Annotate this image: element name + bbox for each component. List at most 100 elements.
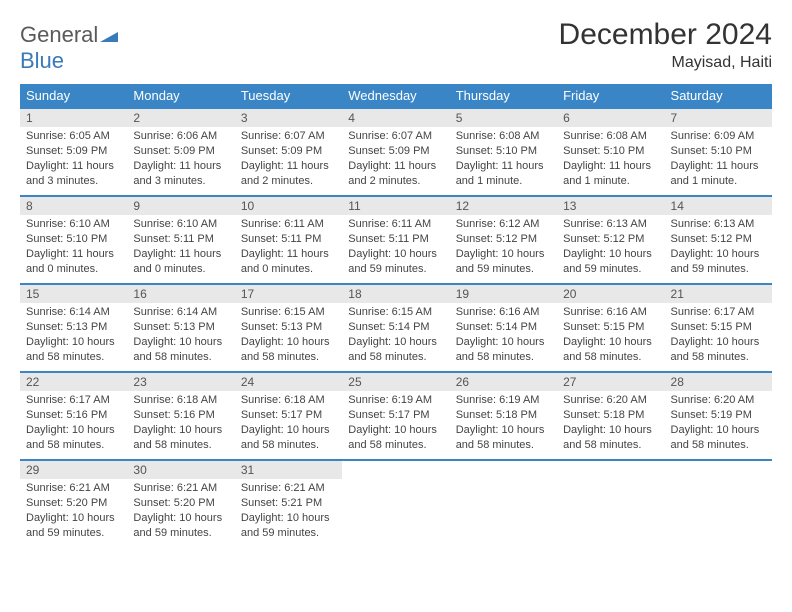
calendar-day-cell: 16Sunrise: 6:14 AMSunset: 5:13 PMDayligh… — [127, 284, 234, 372]
daylight-line-2: and 58 minutes. — [671, 350, 766, 365]
weekday-header: Thursday — [450, 84, 557, 108]
calendar-day-cell: 28Sunrise: 6:20 AMSunset: 5:19 PMDayligh… — [665, 372, 772, 460]
daylight-line-1: Daylight: 10 hours — [348, 335, 443, 350]
daylight-line-2: and 59 minutes. — [241, 526, 336, 541]
daylight-line-1: Daylight: 10 hours — [671, 335, 766, 350]
calendar-day-cell: 1Sunrise: 6:05 AMSunset: 5:09 PMDaylight… — [20, 108, 127, 196]
day-details: Sunrise: 6:12 AMSunset: 5:12 PMDaylight:… — [450, 215, 557, 280]
month-title: December 2024 — [559, 18, 772, 52]
day-number: 17 — [235, 285, 342, 303]
day-number: 9 — [127, 197, 234, 215]
daylight-line-2: and 58 minutes. — [348, 350, 443, 365]
daylight-line-2: and 58 minutes. — [563, 438, 658, 453]
day-number: 23 — [127, 373, 234, 391]
day-number: 19 — [450, 285, 557, 303]
daylight-line-2: and 58 minutes. — [133, 350, 228, 365]
daylight-line-1: Daylight: 10 hours — [26, 423, 121, 438]
logo-word-1: General — [20, 22, 98, 47]
daylight-line-2: and 58 minutes. — [26, 438, 121, 453]
day-number: 29 — [20, 461, 127, 479]
daylight-line-2: and 0 minutes. — [241, 262, 336, 277]
daylight-line-2: and 0 minutes. — [26, 262, 121, 277]
day-number: 16 — [127, 285, 234, 303]
day-details: Sunrise: 6:13 AMSunset: 5:12 PMDaylight:… — [557, 215, 664, 280]
calendar-day-cell: 14Sunrise: 6:13 AMSunset: 5:12 PMDayligh… — [665, 196, 772, 284]
logo-triangle-icon — [100, 22, 118, 48]
calendar-empty-cell — [450, 460, 557, 548]
calendar-day-cell: 31Sunrise: 6:21 AMSunset: 5:21 PMDayligh… — [235, 460, 342, 548]
day-details: Sunrise: 6:21 AMSunset: 5:20 PMDaylight:… — [127, 479, 234, 544]
sunrise-line: Sunrise: 6:20 AM — [671, 393, 766, 408]
day-details: Sunrise: 6:14 AMSunset: 5:13 PMDaylight:… — [20, 303, 127, 368]
calendar-day-cell: 26Sunrise: 6:19 AMSunset: 5:18 PMDayligh… — [450, 372, 557, 460]
daylight-line-1: Daylight: 10 hours — [456, 423, 551, 438]
sunset-line: Sunset: 5:16 PM — [26, 408, 121, 423]
day-number: 3 — [235, 109, 342, 127]
day-number: 26 — [450, 373, 557, 391]
daylight-line-2: and 59 minutes. — [671, 262, 766, 277]
day-details: Sunrise: 6:06 AMSunset: 5:09 PMDaylight:… — [127, 127, 234, 192]
logo: General Blue — [20, 18, 118, 74]
daylight-line-1: Daylight: 11 hours — [241, 159, 336, 174]
sunset-line: Sunset: 5:20 PM — [26, 496, 121, 511]
day-details: Sunrise: 6:19 AMSunset: 5:17 PMDaylight:… — [342, 391, 449, 456]
sunset-line: Sunset: 5:21 PM — [241, 496, 336, 511]
daylight-line-2: and 59 minutes. — [348, 262, 443, 277]
sunrise-line: Sunrise: 6:08 AM — [456, 129, 551, 144]
calendar-day-cell: 24Sunrise: 6:18 AMSunset: 5:17 PMDayligh… — [235, 372, 342, 460]
sunrise-line: Sunrise: 6:06 AM — [133, 129, 228, 144]
daylight-line-2: and 1 minute. — [456, 174, 551, 189]
daylight-line-1: Daylight: 10 hours — [241, 511, 336, 526]
day-details: Sunrise: 6:07 AMSunset: 5:09 PMDaylight:… — [235, 127, 342, 192]
daylight-line-2: and 58 minutes. — [456, 350, 551, 365]
sunrise-line: Sunrise: 6:20 AM — [563, 393, 658, 408]
daylight-line-1: Daylight: 10 hours — [671, 247, 766, 262]
logo-word-2: Blue — [20, 48, 64, 73]
sunset-line: Sunset: 5:20 PM — [133, 496, 228, 511]
day-details: Sunrise: 6:11 AMSunset: 5:11 PMDaylight:… — [342, 215, 449, 280]
daylight-line-1: Daylight: 11 hours — [26, 247, 121, 262]
calendar-day-cell: 12Sunrise: 6:12 AMSunset: 5:12 PMDayligh… — [450, 196, 557, 284]
sunrise-line: Sunrise: 6:15 AM — [348, 305, 443, 320]
weekday-header: Saturday — [665, 84, 772, 108]
sunset-line: Sunset: 5:10 PM — [456, 144, 551, 159]
daylight-line-2: and 1 minute. — [563, 174, 658, 189]
daylight-line-1: Daylight: 10 hours — [563, 423, 658, 438]
calendar-empty-cell — [665, 460, 772, 548]
daylight-line-2: and 2 minutes. — [348, 174, 443, 189]
daylight-line-1: Daylight: 11 hours — [456, 159, 551, 174]
location-label: Mayisad, Haiti — [559, 54, 772, 72]
calendar-week-row: 1Sunrise: 6:05 AMSunset: 5:09 PMDaylight… — [20, 108, 772, 196]
daylight-line-1: Daylight: 10 hours — [456, 335, 551, 350]
day-details: Sunrise: 6:17 AMSunset: 5:15 PMDaylight:… — [665, 303, 772, 368]
calendar-day-cell: 23Sunrise: 6:18 AMSunset: 5:16 PMDayligh… — [127, 372, 234, 460]
sunrise-line: Sunrise: 6:18 AM — [133, 393, 228, 408]
calendar-week-row: 29Sunrise: 6:21 AMSunset: 5:20 PMDayligh… — [20, 460, 772, 548]
sunrise-line: Sunrise: 6:12 AM — [456, 217, 551, 232]
sunrise-line: Sunrise: 6:10 AM — [133, 217, 228, 232]
sunrise-line: Sunrise: 6:05 AM — [26, 129, 121, 144]
day-number: 7 — [665, 109, 772, 127]
sunset-line: Sunset: 5:10 PM — [26, 232, 121, 247]
calendar-day-cell: 27Sunrise: 6:20 AMSunset: 5:18 PMDayligh… — [557, 372, 664, 460]
day-number: 30 — [127, 461, 234, 479]
weekday-header: Wednesday — [342, 84, 449, 108]
sunset-line: Sunset: 5:11 PM — [241, 232, 336, 247]
day-number: 21 — [665, 285, 772, 303]
day-details: Sunrise: 6:14 AMSunset: 5:13 PMDaylight:… — [127, 303, 234, 368]
day-number: 14 — [665, 197, 772, 215]
calendar-day-cell: 13Sunrise: 6:13 AMSunset: 5:12 PMDayligh… — [557, 196, 664, 284]
sunset-line: Sunset: 5:13 PM — [26, 320, 121, 335]
daylight-line-1: Daylight: 10 hours — [133, 511, 228, 526]
day-number: 27 — [557, 373, 664, 391]
calendar-day-cell: 30Sunrise: 6:21 AMSunset: 5:20 PMDayligh… — [127, 460, 234, 548]
day-number: 11 — [342, 197, 449, 215]
calendar-day-cell: 8Sunrise: 6:10 AMSunset: 5:10 PMDaylight… — [20, 196, 127, 284]
sunrise-line: Sunrise: 6:15 AM — [241, 305, 336, 320]
calendar-day-cell: 18Sunrise: 6:15 AMSunset: 5:14 PMDayligh… — [342, 284, 449, 372]
calendar-day-cell: 11Sunrise: 6:11 AMSunset: 5:11 PMDayligh… — [342, 196, 449, 284]
calendar-day-cell: 7Sunrise: 6:09 AMSunset: 5:10 PMDaylight… — [665, 108, 772, 196]
sunrise-line: Sunrise: 6:18 AM — [241, 393, 336, 408]
day-details: Sunrise: 6:21 AMSunset: 5:20 PMDaylight:… — [20, 479, 127, 544]
calendar-day-cell: 15Sunrise: 6:14 AMSunset: 5:13 PMDayligh… — [20, 284, 127, 372]
